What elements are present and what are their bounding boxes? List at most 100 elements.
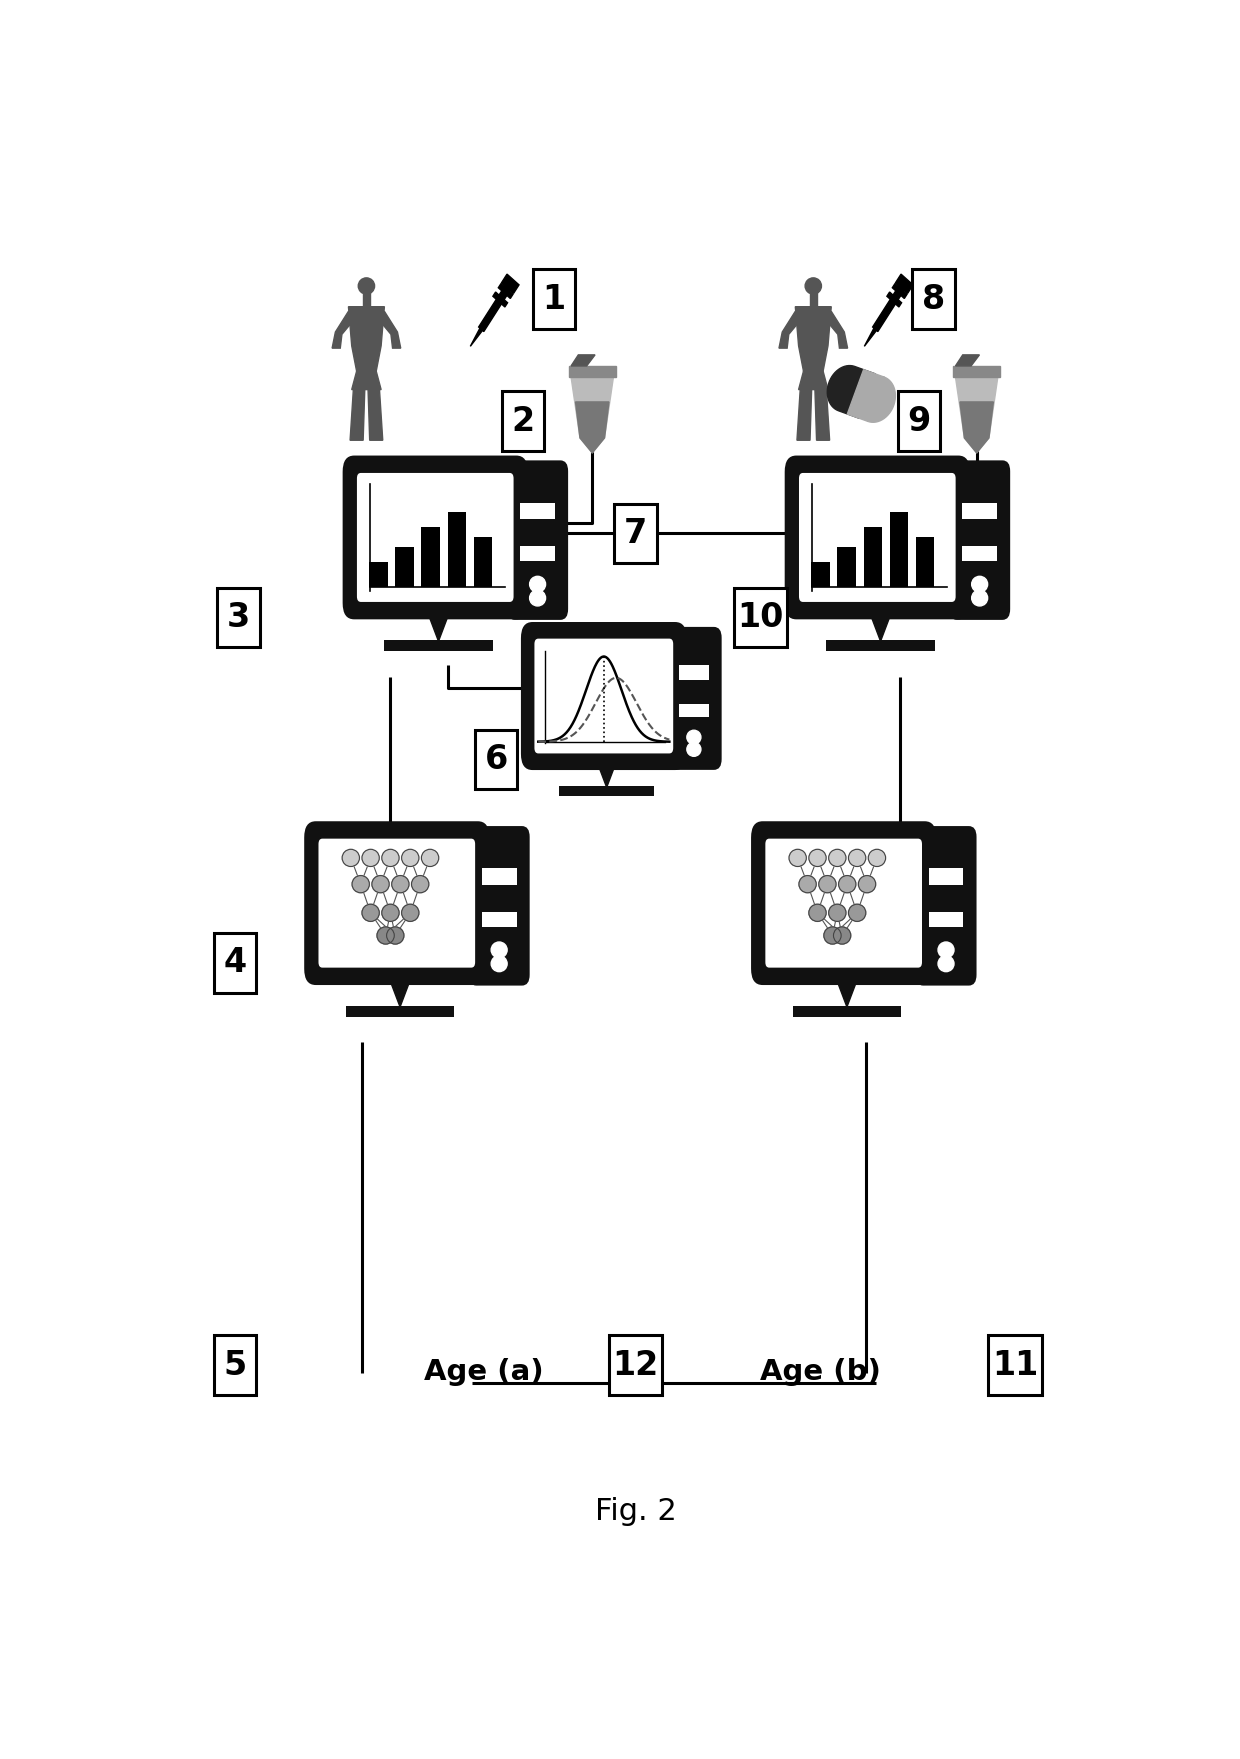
Bar bbox=[889, 512, 908, 588]
Ellipse shape bbox=[491, 943, 507, 959]
Text: Age (b): Age (b) bbox=[760, 1358, 880, 1386]
Polygon shape bbox=[799, 371, 828, 389]
Polygon shape bbox=[797, 389, 812, 440]
Polygon shape bbox=[815, 389, 830, 440]
Text: 3: 3 bbox=[227, 602, 250, 633]
Polygon shape bbox=[498, 283, 513, 299]
Ellipse shape bbox=[789, 850, 806, 867]
Bar bbox=[734, 588, 787, 647]
Ellipse shape bbox=[799, 876, 816, 894]
Ellipse shape bbox=[687, 742, 701, 756]
Text: 4: 4 bbox=[223, 946, 247, 980]
Bar bbox=[988, 1335, 1042, 1395]
Polygon shape bbox=[887, 292, 901, 308]
Polygon shape bbox=[332, 311, 353, 348]
Ellipse shape bbox=[491, 955, 507, 971]
Polygon shape bbox=[379, 311, 401, 348]
FancyBboxPatch shape bbox=[751, 821, 936, 985]
FancyBboxPatch shape bbox=[534, 639, 673, 753]
Bar bbox=[810, 288, 817, 306]
Bar bbox=[482, 869, 517, 885]
Ellipse shape bbox=[382, 904, 399, 922]
Polygon shape bbox=[479, 280, 513, 332]
Polygon shape bbox=[779, 311, 800, 348]
Ellipse shape bbox=[868, 850, 885, 867]
Bar bbox=[559, 786, 655, 795]
FancyBboxPatch shape bbox=[357, 473, 513, 602]
Text: Age (a): Age (a) bbox=[424, 1358, 543, 1386]
Polygon shape bbox=[895, 274, 913, 294]
FancyBboxPatch shape bbox=[469, 827, 529, 985]
Text: 12: 12 bbox=[613, 1349, 658, 1381]
Text: 2: 2 bbox=[512, 405, 534, 438]
Polygon shape bbox=[866, 603, 895, 642]
Bar bbox=[448, 512, 466, 588]
Text: 8: 8 bbox=[921, 283, 945, 315]
FancyBboxPatch shape bbox=[765, 839, 923, 967]
Bar bbox=[678, 704, 709, 716]
Bar bbox=[929, 913, 963, 927]
Bar bbox=[614, 503, 657, 563]
Text: Fig. 2: Fig. 2 bbox=[595, 1497, 676, 1525]
Polygon shape bbox=[572, 355, 595, 366]
FancyBboxPatch shape bbox=[342, 456, 528, 619]
Text: 9: 9 bbox=[908, 405, 930, 438]
Polygon shape bbox=[492, 292, 507, 308]
Bar bbox=[898, 390, 940, 450]
Bar bbox=[792, 1006, 901, 1017]
Bar bbox=[962, 503, 997, 519]
Ellipse shape bbox=[818, 876, 836, 894]
Polygon shape bbox=[960, 403, 993, 452]
FancyBboxPatch shape bbox=[319, 839, 475, 967]
Polygon shape bbox=[873, 280, 908, 332]
Ellipse shape bbox=[937, 943, 954, 959]
Ellipse shape bbox=[972, 589, 987, 605]
Ellipse shape bbox=[828, 850, 846, 867]
Polygon shape bbox=[470, 329, 482, 347]
Polygon shape bbox=[569, 366, 616, 376]
Ellipse shape bbox=[828, 904, 846, 922]
Bar bbox=[502, 390, 544, 450]
Polygon shape bbox=[368, 389, 383, 440]
Ellipse shape bbox=[342, 850, 360, 867]
Polygon shape bbox=[348, 306, 384, 371]
Polygon shape bbox=[826, 311, 848, 348]
Polygon shape bbox=[827, 366, 875, 419]
Polygon shape bbox=[572, 376, 614, 452]
Text: 5: 5 bbox=[223, 1349, 247, 1381]
Bar bbox=[363, 288, 370, 306]
FancyBboxPatch shape bbox=[799, 473, 956, 602]
Bar bbox=[346, 1006, 454, 1017]
Ellipse shape bbox=[808, 850, 826, 867]
Bar bbox=[811, 561, 830, 588]
Ellipse shape bbox=[422, 850, 439, 867]
Bar bbox=[533, 269, 575, 329]
Bar bbox=[521, 503, 556, 519]
Polygon shape bbox=[386, 969, 414, 1006]
Bar bbox=[915, 536, 934, 588]
FancyBboxPatch shape bbox=[785, 456, 970, 619]
Bar bbox=[913, 269, 955, 329]
Polygon shape bbox=[956, 355, 980, 366]
Ellipse shape bbox=[972, 577, 987, 593]
Bar bbox=[384, 640, 492, 651]
Ellipse shape bbox=[352, 876, 370, 894]
Bar bbox=[396, 547, 414, 588]
Polygon shape bbox=[424, 603, 453, 642]
Bar bbox=[521, 547, 556, 561]
Polygon shape bbox=[501, 274, 520, 294]
Ellipse shape bbox=[362, 850, 379, 867]
Polygon shape bbox=[954, 366, 1001, 376]
FancyBboxPatch shape bbox=[521, 623, 687, 770]
Polygon shape bbox=[795, 306, 831, 371]
Ellipse shape bbox=[412, 876, 429, 894]
Polygon shape bbox=[956, 376, 998, 452]
Ellipse shape bbox=[808, 904, 826, 922]
Polygon shape bbox=[832, 969, 862, 1006]
Polygon shape bbox=[847, 369, 895, 422]
Ellipse shape bbox=[858, 876, 875, 894]
Ellipse shape bbox=[833, 927, 851, 945]
Ellipse shape bbox=[372, 876, 389, 894]
Ellipse shape bbox=[402, 904, 419, 922]
Ellipse shape bbox=[377, 927, 394, 945]
